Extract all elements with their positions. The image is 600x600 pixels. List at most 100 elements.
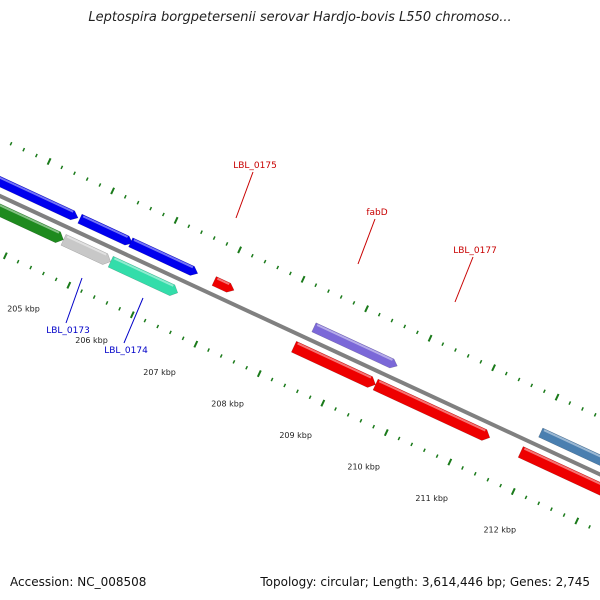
tick-mark xyxy=(346,412,350,417)
tick-mark xyxy=(105,301,109,305)
gene-arrow xyxy=(517,446,600,496)
gene-arrow xyxy=(77,213,133,246)
gene-highlight xyxy=(133,239,194,269)
tick-mark xyxy=(300,275,306,283)
tick-mark xyxy=(352,300,356,305)
tick-mark xyxy=(123,194,127,199)
gene-highlight xyxy=(0,176,74,213)
gene-arrow xyxy=(0,203,64,243)
tick-mark xyxy=(339,295,343,299)
tick-mark xyxy=(390,318,394,323)
kbp-tick-label: 211 kbp xyxy=(415,494,448,503)
tick-mark xyxy=(554,393,560,401)
gene-highlight xyxy=(297,342,372,379)
tick-mark xyxy=(118,306,122,311)
tick-mark xyxy=(466,354,470,358)
tick-mark xyxy=(473,471,477,476)
gene-arrow xyxy=(107,255,179,297)
tick-mark xyxy=(288,271,292,276)
gene-arrow xyxy=(311,322,398,369)
tick-mark xyxy=(22,147,26,152)
tick-mark xyxy=(581,407,584,411)
backbone-line xyxy=(0,193,600,477)
gene-label-group: LBL_0173 xyxy=(46,277,90,336)
gene-label-group: LBL_0177 xyxy=(453,246,497,303)
tick-mark xyxy=(54,277,58,282)
leader-line xyxy=(123,297,144,344)
gene-label: LBL_0174 xyxy=(104,346,148,356)
gene-label-group: LBL_0175 xyxy=(233,161,277,219)
tick-mark xyxy=(80,289,83,294)
tick-mark xyxy=(314,283,318,288)
tick-mark xyxy=(549,507,553,512)
tick-mark xyxy=(129,311,135,319)
gene-arrow xyxy=(291,340,376,388)
tick-mark xyxy=(504,371,508,376)
kbp-tick-label: 212 kbp xyxy=(483,526,516,535)
tick-mark xyxy=(169,330,172,335)
tick-mark xyxy=(85,177,89,182)
tick-mark xyxy=(479,359,483,364)
tick-mark xyxy=(574,517,580,525)
tick-mark xyxy=(42,271,45,276)
tick-mark xyxy=(181,336,185,341)
tick-mark xyxy=(161,212,165,217)
leader-line xyxy=(454,256,474,303)
kbp-tick-label: 207 kbp xyxy=(143,368,176,377)
kbp-tick-label: 209 kbp xyxy=(279,431,312,440)
tick-mark xyxy=(327,289,330,293)
tick-mark xyxy=(486,477,490,482)
tick-mark xyxy=(2,252,8,260)
gene-arrow xyxy=(211,276,235,293)
tick-mark xyxy=(263,259,267,264)
tick-mark xyxy=(225,242,229,246)
tick-mark xyxy=(270,377,274,382)
tick-mark xyxy=(427,334,433,342)
inner-tick-row xyxy=(2,252,591,529)
tick-mark xyxy=(219,354,223,358)
tick-mark xyxy=(593,412,597,417)
tick-mark xyxy=(588,524,591,529)
tick-mark xyxy=(250,253,254,258)
tick-mark xyxy=(136,200,140,205)
map-title: Leptospira borgpetersenii serovar Hardjo… xyxy=(88,10,512,25)
tick-mark xyxy=(320,399,326,407)
gene-label-group: fabD xyxy=(357,208,388,265)
tick-mark xyxy=(46,157,52,166)
kbp-tick-label: 210 kbp xyxy=(347,462,380,471)
tick-mark xyxy=(542,389,546,394)
tick-mark xyxy=(308,395,312,400)
tick-mark xyxy=(410,442,414,447)
kbp-tick-label: 208 kbp xyxy=(211,399,244,408)
tick-mark xyxy=(422,448,426,453)
tick-mark xyxy=(383,428,389,437)
tick-mark xyxy=(377,312,381,317)
tick-mark xyxy=(524,495,528,500)
tick-mark xyxy=(232,359,236,364)
gene-highlight xyxy=(82,215,129,238)
tick-mark xyxy=(156,324,160,329)
tick-mark xyxy=(16,259,20,264)
tick-mark xyxy=(537,501,541,506)
tick-mark xyxy=(334,407,337,411)
genome-stats-text: Topology: circular; Length: 3,614,446 bp… xyxy=(260,575,590,589)
tick-mark xyxy=(207,348,210,352)
gene-arrow xyxy=(60,234,111,265)
tick-mark xyxy=(34,153,38,158)
tick-mark xyxy=(461,466,464,470)
tick-mark xyxy=(60,165,64,170)
tick-mark xyxy=(491,364,496,372)
tick-mark xyxy=(397,436,401,441)
tick-mark xyxy=(510,487,516,496)
tick-mark xyxy=(237,246,242,254)
gene-label: LBL_0177 xyxy=(453,246,497,256)
tick-mark xyxy=(562,513,566,517)
kbp-tick-label: 205 kbp xyxy=(7,305,40,314)
tick-mark xyxy=(193,340,199,348)
kbp-tick-label: 206 kbp xyxy=(75,336,108,345)
tick-mark xyxy=(372,424,376,429)
gene-highlight xyxy=(378,380,486,432)
tick-mark xyxy=(276,265,280,270)
gene-highlight xyxy=(316,324,393,361)
